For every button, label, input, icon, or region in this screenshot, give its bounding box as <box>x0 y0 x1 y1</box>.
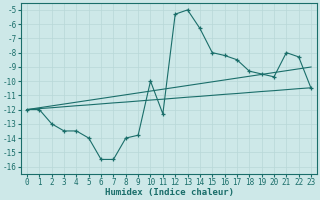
X-axis label: Humidex (Indice chaleur): Humidex (Indice chaleur) <box>105 188 234 197</box>
